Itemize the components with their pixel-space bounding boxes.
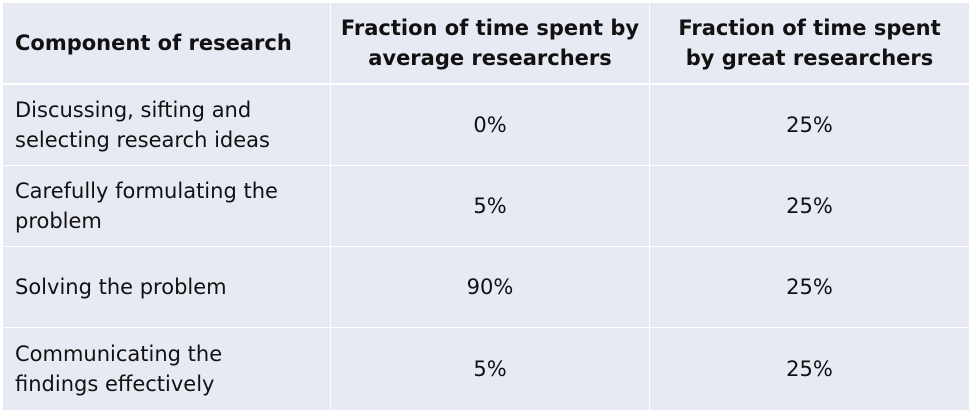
row-great-value: 25% <box>786 357 833 381</box>
header-great-researchers: Fraction of time spent by great research… <box>678 16 941 70</box>
table-header-cell: Fraction of time spent by great research… <box>650 3 969 85</box>
row-component-label: Carefully formulating the problem <box>15 179 278 233</box>
row-great-value: 25% <box>786 275 833 299</box>
row-great-value: 25% <box>786 113 833 137</box>
table-cell: 25% <box>650 328 969 410</box>
table-cell: 90% <box>331 247 650 328</box>
table-cell: 25% <box>650 85 969 166</box>
row-average-value: 0% <box>473 113 507 137</box>
table-cell: 0% <box>331 85 650 166</box>
row-great-value: 25% <box>786 194 833 218</box>
research-time-table: Component of research Fraction of time s… <box>3 3 969 410</box>
table-header-cell: Component of research <box>3 3 331 85</box>
table-cell: 5% <box>331 166 650 247</box>
row-component-label: Communicating the findings effectively <box>15 342 223 396</box>
table-cell: Discussing, sifting and selecting resear… <box>3 85 331 166</box>
table-header-cell: Fraction of time spent by average resear… <box>331 3 650 85</box>
row-average-value: 5% <box>473 357 507 381</box>
row-component-label: Discussing, sifting and selecting resear… <box>15 98 270 152</box>
table-cell: 25% <box>650 166 969 247</box>
row-average-value: 5% <box>473 194 507 218</box>
table-cell: Solving the problem <box>3 247 331 328</box>
header-average-researchers: Fraction of time spent by average resear… <box>340 16 640 70</box>
table-cell: Carefully formulating the problem <box>3 166 331 247</box>
table-cell: Communicating the findings effectively <box>3 328 331 410</box>
header-component: Component of research <box>15 31 292 55</box>
row-component-label: Solving the problem <box>15 275 227 299</box>
table-cell: 25% <box>650 247 969 328</box>
table-cell: 5% <box>331 328 650 410</box>
row-average-value: 90% <box>466 275 514 299</box>
